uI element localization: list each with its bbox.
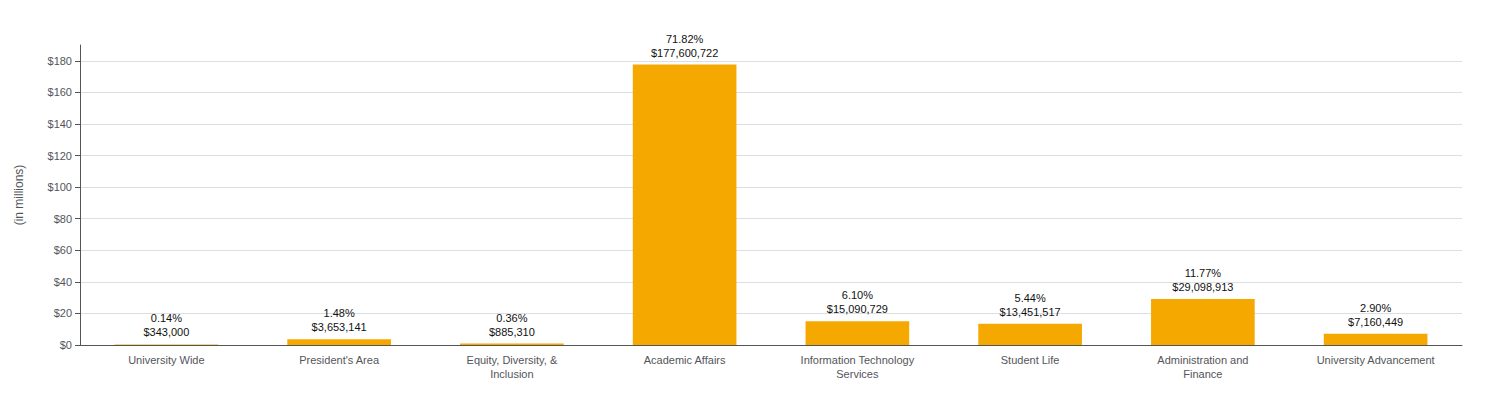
svg-text:$40: $40 bbox=[54, 276, 72, 288]
svg-text:$13,451,517: $13,451,517 bbox=[1000, 306, 1061, 318]
svg-text:Equity, Diversity, &: Equity, Diversity, & bbox=[467, 354, 558, 366]
svg-text:Information Technology: Information Technology bbox=[801, 354, 915, 366]
svg-text:$60: $60 bbox=[54, 244, 72, 256]
svg-text:$15,090,729: $15,090,729 bbox=[827, 303, 888, 315]
svg-text:71.82%: 71.82% bbox=[666, 33, 704, 45]
svg-text:$140: $140 bbox=[48, 118, 72, 130]
svg-text:6.10%: 6.10% bbox=[842, 289, 873, 301]
svg-text:Student Life: Student Life bbox=[1001, 354, 1060, 366]
svg-text:2.90%: 2.90% bbox=[1360, 302, 1391, 314]
svg-text:$3,653,141: $3,653,141 bbox=[312, 321, 367, 333]
svg-text:$80: $80 bbox=[54, 213, 72, 225]
svg-text:Administration and: Administration and bbox=[1157, 354, 1248, 366]
svg-text:President's Area: President's Area bbox=[299, 354, 380, 366]
svg-text:$177,600,722: $177,600,722 bbox=[651, 47, 718, 59]
svg-text:0.36%: 0.36% bbox=[496, 312, 527, 324]
svg-text:$160: $160 bbox=[48, 86, 72, 98]
svg-text:University Advancement: University Advancement bbox=[1317, 354, 1435, 366]
svg-text:$120: $120 bbox=[48, 150, 72, 162]
svg-text:5.44%: 5.44% bbox=[1015, 292, 1046, 304]
svg-text:Academic Affairs: Academic Affairs bbox=[644, 354, 726, 366]
svg-text:11.77%: 11.77% bbox=[1185, 267, 1222, 279]
svg-text:1.48%: 1.48% bbox=[324, 307, 355, 319]
svg-text:$343,000: $343,000 bbox=[143, 326, 189, 338]
svg-text:0.14%: 0.14% bbox=[151, 312, 182, 324]
svg-text:$7,160,449: $7,160,449 bbox=[1348, 316, 1403, 328]
svg-text:$29,098,913: $29,098,913 bbox=[1172, 281, 1233, 293]
svg-text:$885,310: $885,310 bbox=[489, 326, 535, 338]
svg-text:University Wide: University Wide bbox=[128, 354, 204, 366]
svg-text:$0: $0 bbox=[60, 339, 72, 351]
svg-text:Inclusion: Inclusion bbox=[490, 368, 533, 380]
svg-text:Services: Services bbox=[836, 368, 879, 380]
svg-text:$100: $100 bbox=[48, 181, 72, 193]
svg-text:(in millions): (in millions) bbox=[12, 165, 26, 226]
svg-text:$20: $20 bbox=[54, 307, 72, 319]
svg-text:Finance: Finance bbox=[1183, 368, 1222, 380]
svg-text:$180: $180 bbox=[48, 55, 72, 67]
